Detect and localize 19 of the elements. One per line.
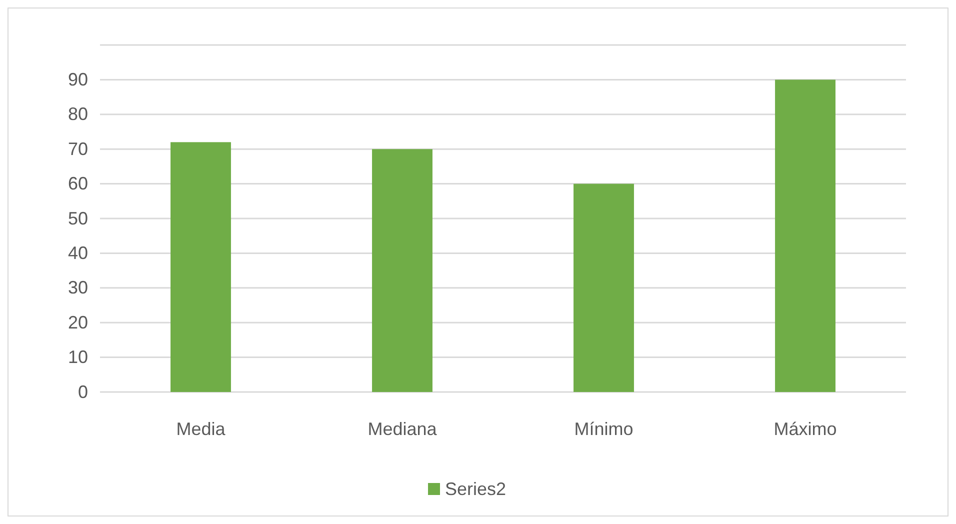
y-tick-label: 20	[68, 312, 88, 332]
y-tick-label: 80	[68, 104, 88, 124]
y-tick-label: 70	[68, 138, 88, 159]
x-tick-label: Mediana	[368, 418, 438, 439]
y-tick-label: 50	[68, 208, 88, 228]
y-tick-label: 0	[78, 382, 88, 402]
bar	[574, 184, 634, 392]
x-tick-label: Media	[176, 418, 226, 439]
x-tick-label: Mínimo	[574, 418, 634, 439]
bar	[170, 142, 231, 392]
y-tick-label: 10	[68, 347, 88, 368]
y-tick-label: 90	[68, 69, 88, 90]
x-tick-label: Máximo	[774, 418, 837, 439]
bar	[372, 149, 432, 392]
y-tick-label: 60	[68, 174, 88, 194]
y-tick-label: 40	[68, 242, 88, 263]
y-tick-label: 30	[68, 278, 88, 298]
bar	[775, 80, 836, 392]
legend-label: Series2	[445, 479, 506, 499]
